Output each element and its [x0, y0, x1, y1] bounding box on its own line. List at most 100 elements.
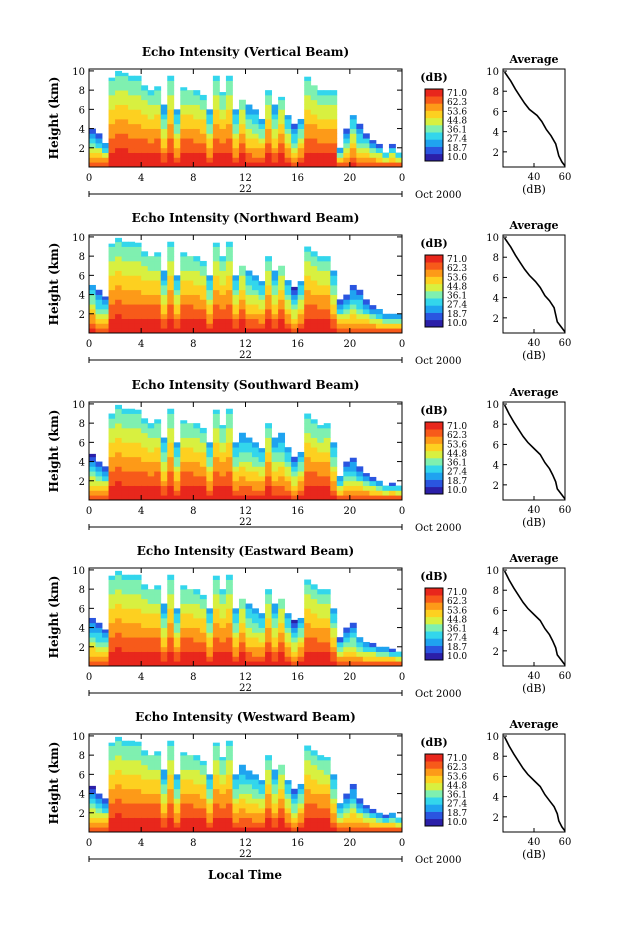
heatmap-cell: [193, 827, 201, 833]
heatmap-cell: [121, 613, 129, 619]
heatmap-cell: [121, 456, 129, 462]
heatmap-cell: [395, 313, 403, 319]
heatmap-cell: [317, 99, 325, 105]
heatmap-cell: [147, 817, 155, 823]
heatmap-cell: [225, 85, 233, 91]
heatmap-cell: [102, 308, 109, 315]
heatmap-cell: [349, 313, 357, 319]
heatmap-cell: [193, 641, 201, 648]
heatmap-cell: [219, 92, 227, 96]
heatmap-cell: [160, 109, 168, 115]
heatmap-cell: [206, 783, 214, 790]
heatmap-cell: [141, 423, 149, 429]
heatmap-cell: [291, 485, 299, 491]
profile-y-tick-label: 10: [486, 732, 499, 743]
heatmap-cell: [206, 142, 214, 149]
heatmap-cell: [238, 299, 246, 305]
heatmap-cell: [291, 641, 299, 648]
heatmap-cell: [245, 783, 253, 790]
heatmap-cell: [238, 109, 246, 115]
heatmap-cell: [128, 774, 136, 780]
y-tick-label: 10: [72, 732, 85, 743]
heatmap-cell: [154, 133, 162, 139]
heatmap-cell: [160, 128, 168, 134]
heatmap-cell: [225, 109, 233, 115]
heatmap-cell: [115, 485, 122, 491]
heatmap-cell: [141, 759, 149, 766]
heatmap-cell: [180, 128, 188, 134]
heatmap-cell: [128, 99, 136, 105]
heatmap-cell: [304, 646, 312, 652]
heatmap-cell: [89, 147, 96, 153]
heatmap-cell: [297, 793, 305, 799]
heatmap-cell: [108, 812, 116, 818]
heatmap-cell: [212, 745, 220, 751]
heatmap-cell: [95, 308, 103, 315]
heatmap-cell: [304, 750, 312, 756]
heatmap-cell: [356, 490, 364, 496]
heatmap-cell: [206, 812, 214, 818]
heatmap-cell: [121, 147, 129, 153]
heatmap-cell: [141, 632, 149, 638]
heatmap-cell: [317, 323, 325, 329]
heatmap-cell: [154, 751, 162, 756]
heatmap-cell: [154, 318, 162, 324]
heatmap-cell: [212, 90, 220, 96]
heatmap-cell: [102, 152, 109, 158]
heatmap-cell: [284, 812, 292, 818]
heatmap-cell: [115, 641, 122, 648]
heatmap-cell: [238, 284, 246, 291]
heatmap-cell: [102, 817, 109, 823]
heatmap-cell: [291, 632, 299, 638]
colorbar-swatch: [425, 146, 443, 155]
heatmap-cell: [128, 466, 136, 472]
heatmap-cell: [232, 822, 240, 828]
heatmap-cell: [245, 803, 253, 809]
heatmap-cell: [193, 265, 201, 271]
heatmap-cell: [95, 812, 103, 818]
heatmap-cell: [199, 299, 207, 305]
heatmap-cell: [186, 827, 194, 833]
x-tick-label: 16: [291, 173, 304, 184]
x-tick-label: 0: [86, 838, 92, 849]
heatmap-cell: [180, 87, 188, 91]
heatmap-cell: [219, 817, 227, 823]
colorbar-tick-label: 27.4: [447, 468, 467, 478]
heatmap-cell: [167, 764, 175, 770]
heatmap-cell: [186, 104, 194, 110]
heatmap-cell: [147, 299, 155, 305]
heatmap-cell: [238, 656, 246, 662]
heatmap-cell: [115, 299, 122, 305]
heatmap-cell: [284, 142, 292, 149]
heatmap-cell: [212, 323, 220, 329]
heatmap-cell: [343, 133, 351, 139]
colorbar-swatch: [425, 269, 443, 277]
heatmap-cell: [271, 451, 279, 458]
y-axis-label: Height (km): [47, 410, 61, 493]
heatmap-cell: [147, 589, 155, 595]
heatmap-cell: [102, 157, 109, 163]
heatmap-cell: [265, 641, 272, 648]
heatmap-cell: [173, 471, 181, 477]
heatmap-cell: [258, 637, 266, 643]
heatmap-cell: [89, 798, 96, 804]
heatmap-cell: [317, 427, 325, 434]
profile-title: Average: [508, 552, 558, 565]
heatmap-cell: [245, 133, 253, 139]
heatmap-cell: [245, 138, 253, 144]
heatmap-cell: [186, 427, 194, 434]
heatmap-cell: [271, 774, 279, 780]
heatmap-cell: [349, 656, 357, 662]
heatmap-cell: [317, 646, 325, 652]
heatmap-cell: [252, 646, 259, 652]
heatmap-cell: [265, 275, 272, 281]
heatmap-cell: [180, 437, 188, 443]
heatmap-cell: [108, 742, 116, 746]
heatmap-cell: [186, 270, 194, 276]
heatmap-cell: [108, 603, 116, 609]
heatmap-cell: [304, 471, 312, 477]
heatmap-cell: [304, 598, 312, 604]
heatmap-cell: [108, 318, 116, 324]
heatmap-cell: [167, 598, 175, 604]
panel-0: Echo Intensity (Vertical Beam)Height (km…: [47, 45, 571, 201]
